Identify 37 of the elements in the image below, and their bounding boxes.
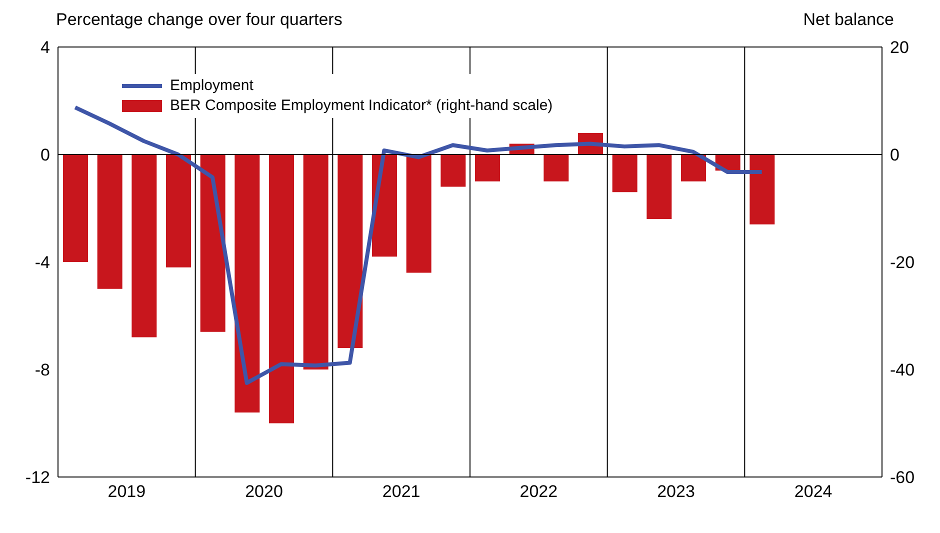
legend-label: BER Composite Employment Indicator* (right-hand scale) [170, 96, 553, 116]
x-tick-label: 2022 [520, 482, 558, 502]
y-tick-label: -8 [34, 360, 50, 380]
y-tick-label: -12 [25, 468, 50, 488]
bar [440, 154, 466, 187]
x-tick-label: 2023 [657, 482, 695, 502]
y2-axis-title: Net balance [803, 10, 894, 30]
x-tick-label: 2021 [382, 482, 420, 502]
bar [681, 154, 706, 182]
bar [750, 154, 775, 224]
legend-label: Employment [170, 76, 254, 96]
x-tick-label: 2019 [108, 482, 146, 502]
bar [338, 154, 363, 348]
bar [475, 154, 500, 182]
y-tick-label: 4 [40, 38, 50, 58]
bar [612, 154, 638, 192]
bar [166, 154, 191, 268]
bar [63, 154, 88, 262]
bar [97, 154, 122, 289]
x-tick-label: 2024 [794, 482, 832, 502]
y2-tick-label: 20 [890, 38, 909, 58]
y2-tick-label: 0 [890, 146, 900, 165]
bar [646, 154, 672, 219]
y-axis-title: Percentage change over four quarters [56, 10, 342, 30]
x-tick-label: 2020 [245, 482, 283, 502]
y-tick-label: -4 [34, 253, 50, 272]
bar [132, 154, 157, 338]
y-tick-label: 0 [40, 146, 50, 165]
bar [303, 154, 328, 370]
y2-tick-label: -60 [890, 468, 915, 488]
y2-tick-label: -40 [890, 360, 915, 380]
y2-tick-label: -20 [890, 253, 915, 272]
bar [234, 154, 260, 412]
bar [406, 154, 432, 273]
bar [269, 154, 294, 424]
bar [200, 154, 226, 332]
bar [544, 154, 569, 182]
